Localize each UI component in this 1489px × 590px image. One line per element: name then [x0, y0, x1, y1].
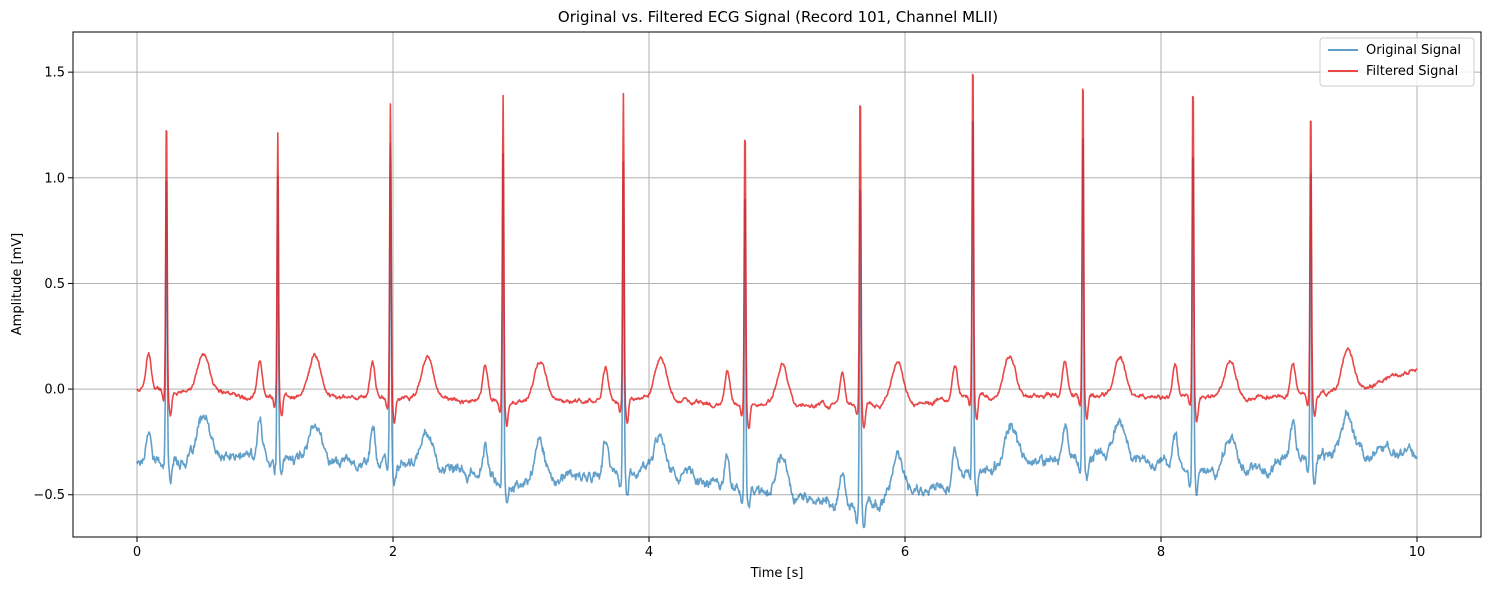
- y-tick-label: 1.5: [44, 66, 65, 81]
- grid: [73, 32, 1481, 537]
- series-layer: [136, 73, 1418, 529]
- legend-label-filtered: Filtered Signal: [1366, 64, 1458, 79]
- y-tick-label: 1.0: [44, 171, 65, 186]
- chart-title: Original vs. Filtered ECG Signal (Record…: [558, 8, 998, 26]
- y-axis-ticks: −0.5 0.0 0.5 1.0 1.5: [33, 66, 73, 503]
- legend: Original Signal Filtered Signal: [1319, 37, 1475, 87]
- y-tick-label: 0.5: [44, 277, 65, 292]
- legend-label-original: Original Signal: [1366, 43, 1461, 58]
- series-line-filtered: [136, 73, 1418, 430]
- x-tick-label: 0: [133, 545, 141, 560]
- plot-frame: [72, 31, 1482, 538]
- x-tick-label: 10: [1409, 545, 1426, 560]
- y-axis-label: Amplitude [mV]: [10, 233, 25, 335]
- y-tick-label: −0.5: [33, 488, 65, 503]
- x-tick-label: 2: [389, 545, 397, 560]
- x-axis-ticks: 0 2 4 6 8 10: [133, 537, 1425, 560]
- x-axis-label: Time [s]: [750, 566, 804, 581]
- x-tick-label: 8: [1157, 545, 1165, 560]
- x-tick-label: 4: [645, 545, 653, 560]
- series-line-original: [136, 120, 1418, 529]
- legend-box: [1319, 37, 1475, 87]
- y-tick-label: 0.0: [44, 383, 65, 398]
- x-tick-label: 6: [901, 545, 909, 560]
